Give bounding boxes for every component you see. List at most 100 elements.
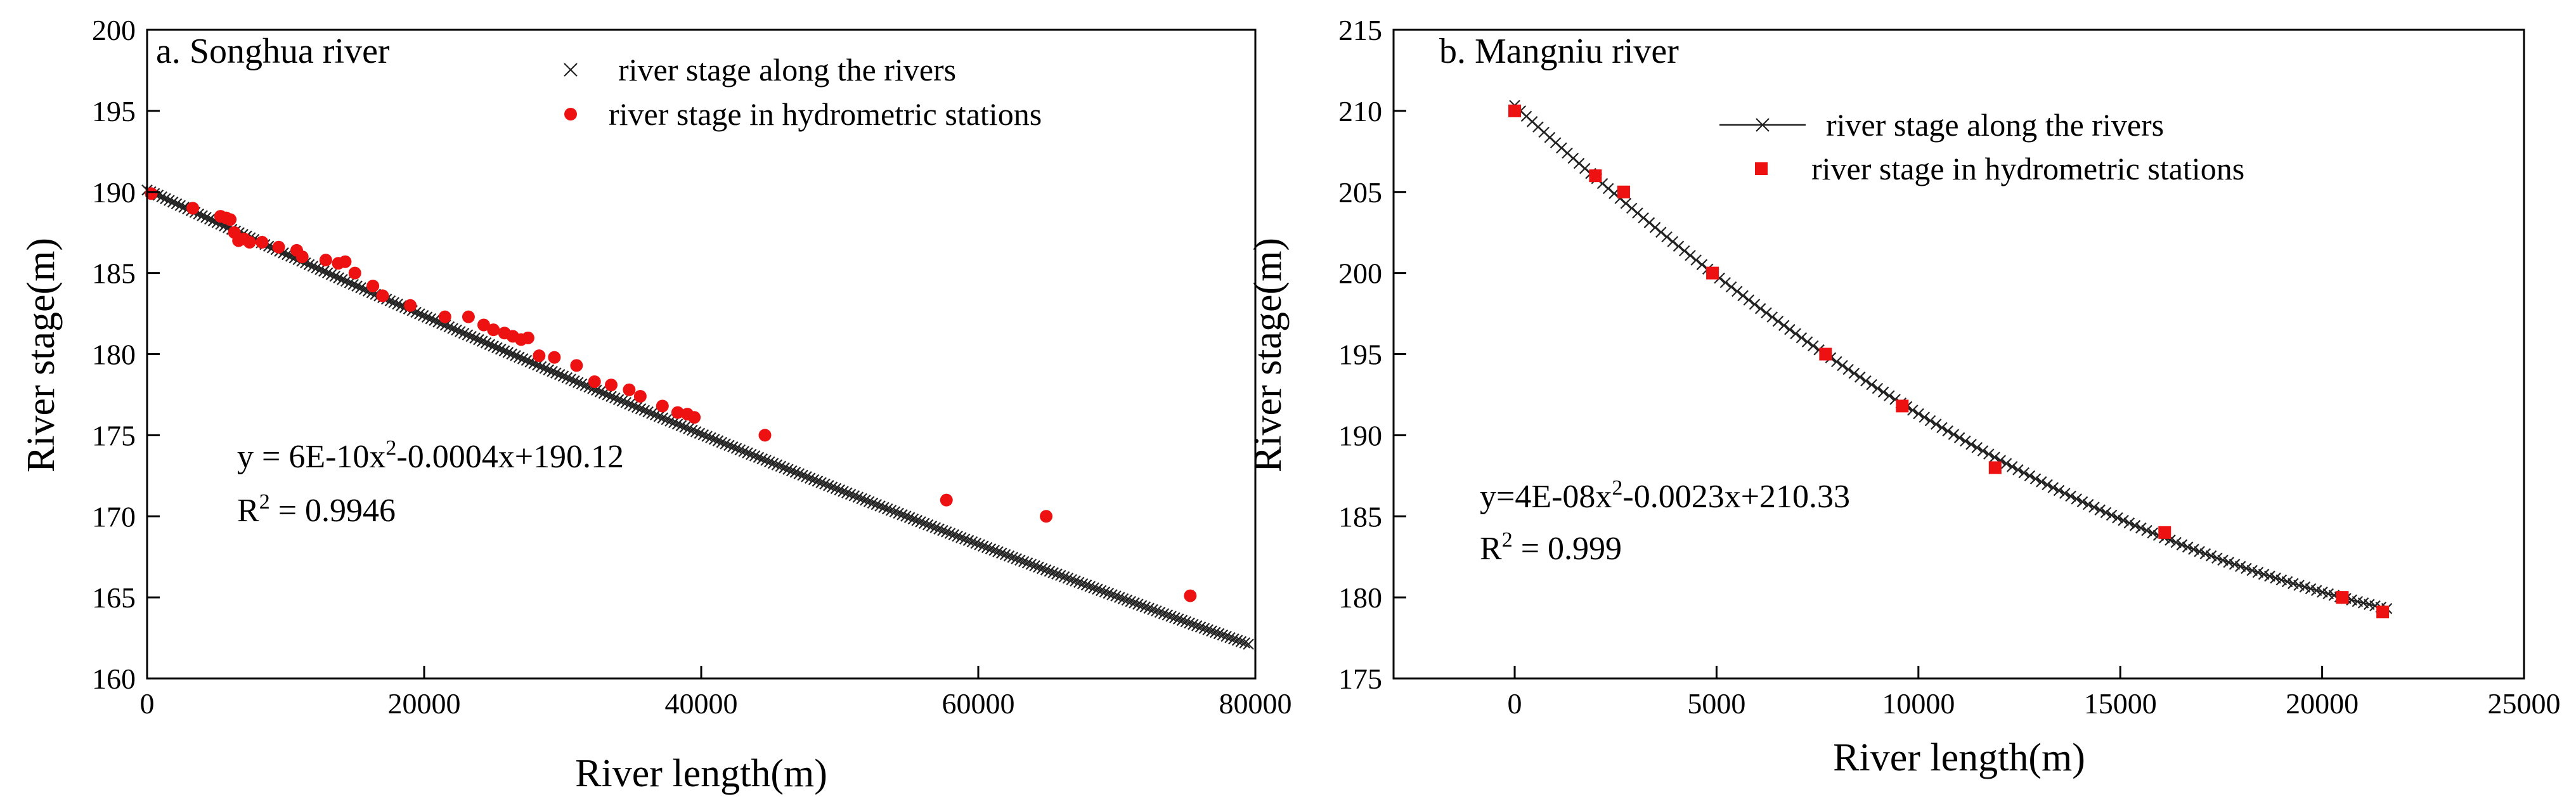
songhua-stage-point [1051,568,1063,580]
songhua-stage-point [767,457,779,469]
mangniu-stage-point [1953,432,1965,444]
songhua-stage-point [1147,604,1158,616]
songhua-stage-point [705,432,716,444]
songhua-stage-point [1007,552,1019,563]
mangniu-x-tick-label: 15000 [2084,687,2157,720]
songhua-stage-point [922,519,934,531]
mangniu-stage-point [1667,236,1679,247]
songhua-station-point [656,399,669,413]
songhua-stage-point [1055,569,1066,581]
songhua-stage-point [1188,618,1199,630]
songhua-stage-point [867,497,879,509]
songhua-x-tick-label: 20000 [388,687,461,720]
songhua-stage-point [197,210,208,221]
songhua-stage-point [1220,630,1232,642]
songhua-station-point [487,323,500,337]
songhua-x-axis-label: River length(m) [575,752,827,795]
songhua-stage-point [649,409,661,421]
songhua-stage-point [992,546,1004,557]
songhua-stage-point [907,513,919,525]
songhua-station-point [145,187,158,200]
songhua-stage-point [911,515,922,526]
songhua-stage-point [841,487,853,499]
mangniu-stage-point [1989,451,2000,463]
songhua-stage-point [1239,637,1251,649]
songhua-stage-point [557,370,569,382]
songhua-stage-point [1202,624,1214,635]
songhua-station-point [671,406,684,419]
songhua-stage-point [889,506,901,517]
mangniu-stage-point [1965,439,1977,450]
mangniu-stage-point [1643,217,1655,228]
songhua-stage-point [1106,589,1118,600]
mangniu-stage-point [2129,520,2141,531]
mangniu-stage-point [1808,340,1819,352]
mangniu-stage-point [2223,557,2234,568]
songhua-stage-point [171,198,183,210]
songhua-stage-point [535,361,547,373]
songhua-stage-point [635,403,647,415]
songhua-stage-point [970,538,981,549]
songhua-stage-point [797,469,808,481]
songhua-fit-equation: y = 6E-10x2-0.0004x+190.12 [237,436,624,475]
songhua-station-point [570,359,583,372]
songhua-stage-point [605,391,617,402]
mangniu-stage-point [1719,276,1731,289]
songhua-stage-point [959,533,971,545]
mangniu-legend: river stage along the rivers river stage… [1719,107,2244,186]
mangniu-station-point [1589,169,1602,183]
mangniu-stage-point [2241,562,2252,574]
songhua-stage-point [860,495,871,506]
songhua-stage-point [1003,550,1015,562]
mangniu-x-axis-label: River length(m) [1833,736,2085,779]
mangniu-axis-ticks: 0 5000 10000 15000 20000 25000 175 180 185 190 195… [1338,14,2561,720]
songhua-stage-point [742,447,753,458]
mangniu-stage-point [2059,488,2071,499]
mangniu-x-tick-label: 25000 [2488,687,2561,720]
songhua-plot-marks [141,184,1254,650]
songhua-stage-point [775,460,787,472]
mangniu-stage-point [1837,360,1848,372]
songhua-stage-point [1029,560,1040,571]
songhua-stage-point [351,280,363,292]
songhua-stage-point [974,539,985,550]
mangniu-stage-point [1690,254,1702,266]
songhua-stage-point [815,477,827,488]
mangniu-station-point [1896,399,1909,413]
songhua-stage-point [764,456,775,468]
mangniu-y-tick-label: 200 [1338,257,1382,290]
mangniu-stage-point [1743,294,1755,306]
songhua-stage-point [716,436,728,448]
mangniu-stage-point [2076,496,2088,508]
songhua-stage-point [311,262,322,274]
songhua-stage-point [738,446,749,457]
songhua-stage-point [642,406,654,418]
songhua-stage-point [1213,628,1225,640]
songhua-stage-point [344,277,356,289]
songhua-stage-point [793,468,805,479]
songhua-station-point [186,202,200,215]
mangniu-stage-point [1860,375,1872,387]
songhua-stage-point [896,509,908,521]
songhua-station-point [604,379,618,392]
songhua-stage-point [425,313,437,325]
songhua-station-point [319,254,332,267]
songhua-stage-point [347,278,359,290]
songhua-y-tick-label: 180 [92,339,136,371]
songhua-legend-label-stage-along: river stage along the rivers [618,52,956,88]
mangniu-stage-point [2217,554,2229,566]
songhua-stage-point [421,311,433,323]
songhua-stage-point [933,523,945,535]
songhua-station-point [688,411,701,424]
mangniu-station-point [1988,461,2002,474]
mangniu-y-tick-label: 215 [1338,14,1382,46]
songhua-stage-point [1121,594,1133,606]
songhua-stage-point [1139,601,1151,613]
mangniu-stage-point [2182,542,2194,553]
songhua-stage-point [1018,555,1030,568]
songhua-x-tick-label: 40000 [665,687,738,720]
mangniu-station-point [1706,266,1719,280]
songhua-axis-ticks: 0 20000 40000 60000 80000 160 165 170 175 180 185 1… [92,14,1292,720]
songhua-stage-point [1092,583,1103,595]
